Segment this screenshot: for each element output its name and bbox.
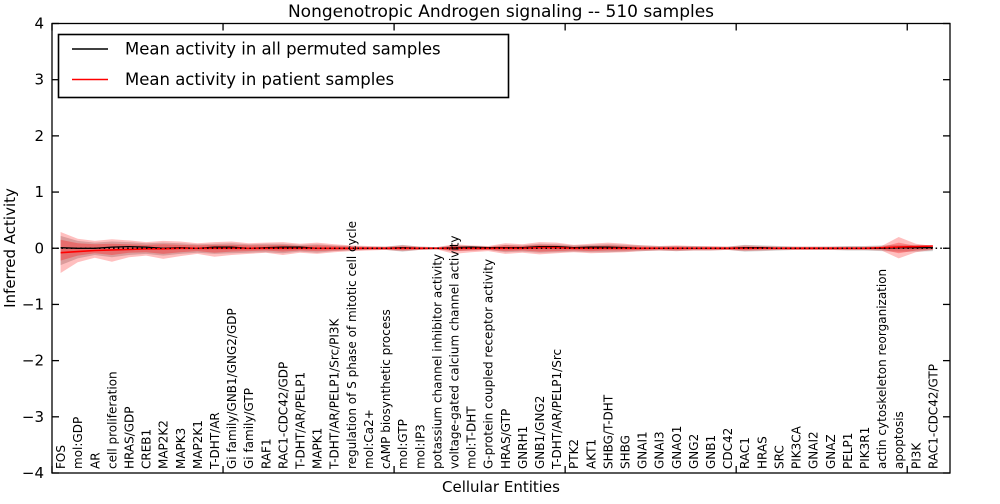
x-category-label: RAF1 [259,438,273,469]
y-tick-label: 0 [34,239,44,257]
x-category-label: SRC [773,445,787,469]
x-category-label: mol:Ca2+ [362,409,376,469]
x-category-label: potassium channel inhibitor activity [430,254,444,469]
band-0-permuted-samples-std-band [60,235,933,266]
y-axis-label: Inferred Activity [1,188,19,308]
x-category-label: T-DHT/AR/PELP1 [294,372,308,470]
y-tick-label: 1 [34,183,44,201]
x-category-label: Gi family/GTP [242,388,256,469]
y-tick-label: −4 [22,464,44,482]
legend-box [57,33,510,99]
x-category-label: SHBG [619,435,633,469]
y-tick-label: 4 [34,15,44,33]
y-tick-label: −3 [22,408,44,426]
x-category-label: mol:IP3 [413,424,427,469]
x-category-label: AR [88,452,102,469]
x-category-label: G-protein coupled receptor activity [482,259,496,469]
y-tick-labels-layer: 4 3 2 1 0 −1 −2 −3 −4 [22,15,44,483]
x-category-label: GNAI1 [636,431,650,469]
legend-label-patient: Mean activity in patient samples [125,70,394,89]
x-category-label: actin cytoskeleton reorganization [875,269,889,469]
x-category-label: apoptosis [892,411,906,469]
mean-lines-layer [60,245,933,254]
x-category-label: RAC1 [738,437,752,469]
band-2-patient-samples-std-band-inner- [60,239,933,261]
x-category-label: HRAS/GDP [123,406,137,469]
x-category-labels-layer: FOS mol:GDP AR cell proliferation HRAS/GDP CR… [54,221,940,470]
legend-label-permuted: Mean activity in all permuted samples [125,40,441,59]
band-1-patient-samples-std-band-outer- [60,232,933,273]
mean-line-patient [60,245,933,254]
x-category-label: mol:T-DHT [465,406,479,469]
x-category-label: Gi family/GNB1/GNG2/GDP [225,308,239,469]
x-category-label: cell proliferation [105,371,119,469]
y-tick-label: −1 [22,295,44,313]
x-category-label: cAMP biosynthetic process [379,309,393,469]
x-category-label: T-DHT/AR [208,412,222,470]
x-category-label: HRAS [755,436,769,469]
x-category-label: MAPK3 [174,428,188,469]
x-category-label: SHBG/T-DHT [601,394,615,469]
x-category-label: T-DHT/AR/PELP1/Src/PI3K [328,317,342,470]
y-tick-label: 2 [34,127,44,145]
x-category-label: MAP2K1 [191,420,205,469]
x-category-label: PTK2 [567,439,581,469]
x-category-label: MAP2K2 [157,420,171,469]
x-category-label: PIK3R1 [858,427,872,469]
x-category-label: GNAO1 [670,426,684,469]
x-category-label: HRAS/GTP [499,409,513,469]
x-category-label: FOS [54,445,68,469]
chart-title: Nongenotropic Androgen signaling -- 510 … [288,2,714,22]
x-category-label: mol:GDP [71,417,85,469]
x-category-label: RAC1-CDC42/GDP [276,362,290,469]
x-category-label: GNAI3 [653,431,667,469]
y-tick-label: 3 [34,71,44,89]
x-category-label: GNB1/GNG2 [533,396,547,469]
x-category-label: T-DHT/AR/PELP1/Src [550,349,564,470]
x-category-label: PELP1 [841,433,855,469]
legend: Mean activity in all permuted samples Me… [57,33,510,99]
x-category-label: GNAI2 [807,431,821,469]
x-category-label: GNRH1 [516,426,530,469]
x-category-label: CDC42 [721,428,735,469]
x-category-label: PI3K [909,442,923,469]
std-bands-layer [60,232,933,273]
y-tick-label: −2 [22,352,44,370]
x-category-label: PIK3CA [790,425,804,469]
x-axis-label: Cellular Entities [442,478,560,496]
x-category-label: GNAZ [824,434,838,469]
x-category-label: regulation of S phase of mitotic cell cy… [345,221,359,469]
x-category-label: RAC1-CDC42/GTP [926,364,940,469]
x-category-label: GNG2 [687,434,701,469]
x-category-label: AKT1 [584,439,598,469]
x-category-label: GNB1 [704,435,718,469]
x-category-label: voltage-gated calcium channel activity [448,235,462,469]
x-category-label: CREB1 [140,429,154,469]
x-category-label: MAPK1 [311,428,325,469]
x-category-label: mol:GTP [396,419,410,469]
axes-frame [51,22,951,474]
